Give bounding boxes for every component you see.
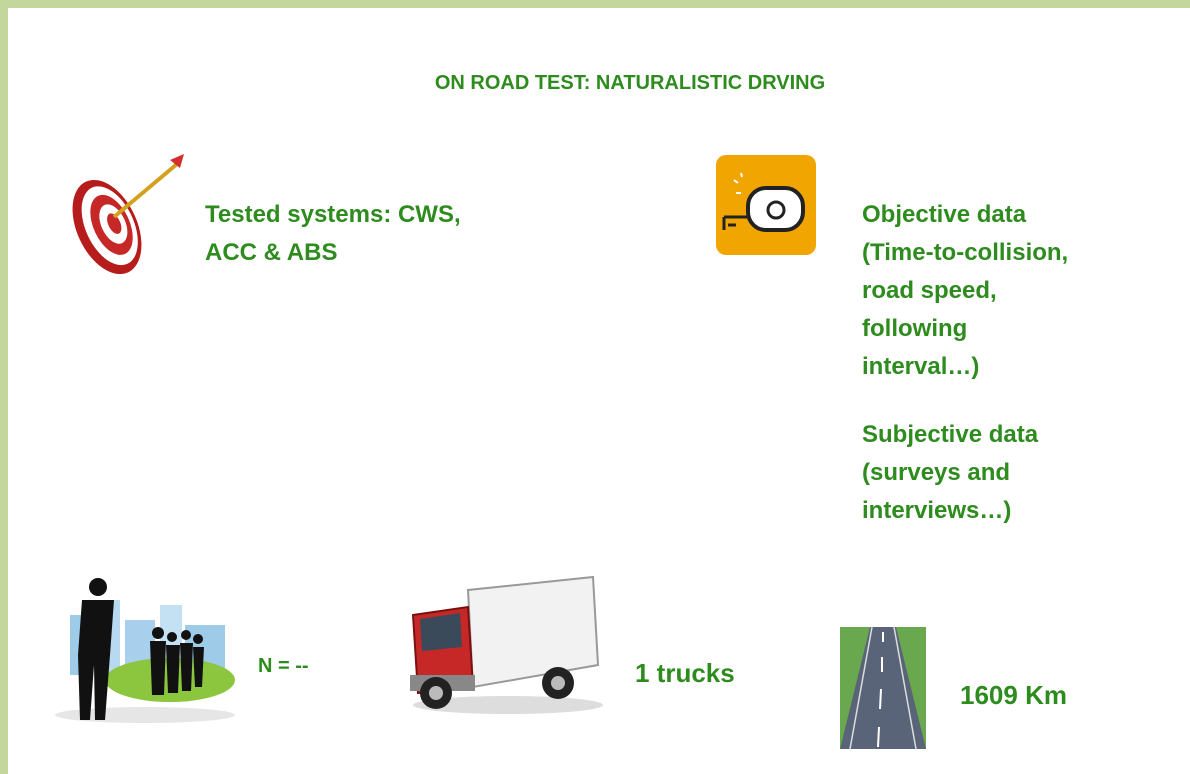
- road-icon: [840, 627, 926, 749]
- text-line: Objective data: [862, 196, 1068, 234]
- text-line: (Time-to-collision,: [862, 234, 1068, 272]
- vehicles: 1 trucks: [635, 658, 735, 689]
- truck-icon: [408, 575, 603, 715]
- tested-systems: Tested systems: CWS,ACC & ABS: [205, 196, 461, 272]
- text-line: interval…): [862, 348, 1068, 386]
- page: ON ROAD TEST: NATURALISTIC DRVING Tested…: [0, 0, 1190, 774]
- text-line: Subjective data: [862, 416, 1038, 454]
- target-icon: [52, 152, 192, 277]
- text-line: road speed,: [862, 272, 1068, 310]
- slide-title: ON ROAD TEST: NATURALISTIC DRVING: [0, 72, 1190, 95]
- text-line: interviews…): [862, 492, 1038, 530]
- distance: 1609 Km: [960, 680, 1067, 711]
- text-line: (surveys and: [862, 454, 1038, 492]
- text-line: following: [862, 310, 1068, 348]
- objective-data: Objective data(Time-to-collision,road sp…: [862, 196, 1068, 386]
- text-line: Tested systems: CWS,: [205, 196, 461, 234]
- participants: N = --: [258, 655, 309, 678]
- tape-measure-icon: [716, 155, 816, 255]
- people-icon: [50, 575, 240, 725]
- text-line: ACC & ABS: [205, 234, 461, 272]
